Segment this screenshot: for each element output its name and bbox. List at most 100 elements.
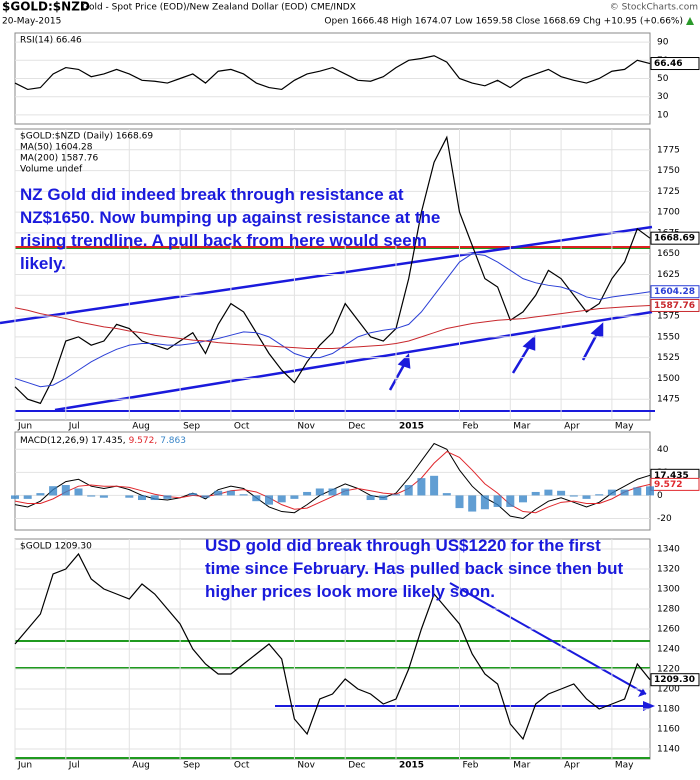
arrowhead (638, 688, 646, 697)
y-tick-label: -20 (657, 514, 672, 524)
histogram-bar (633, 487, 642, 496)
y-tick-label: 1180 (657, 705, 680, 715)
x-tick-label: Sep (183, 761, 200, 771)
y-tick-label: 40 (657, 445, 669, 455)
histogram-bar (341, 488, 350, 496)
histogram-bar (226, 490, 235, 496)
y-tick-label: 1550 (657, 332, 680, 342)
y-tick-label: 1700 (657, 208, 680, 218)
histogram-bar (480, 495, 489, 510)
y-tick-label: 1625 (657, 270, 680, 280)
histogram-bar (138, 495, 146, 501)
x-tick-label: 2015 (399, 761, 424, 771)
up-arrow (686, 17, 694, 25)
x-tick-label: Dec (348, 761, 365, 771)
histogram-bar (646, 486, 654, 496)
y-tick-label: 1280 (657, 605, 680, 615)
legend: MACD(12,26,9) 17.435, 9.572, 7.863 (20, 436, 186, 446)
y-tick-label: 1160 (657, 725, 680, 735)
y-tick-label: 1340 (657, 545, 680, 555)
value-tag-box (650, 285, 700, 299)
histogram-bar (379, 495, 388, 501)
series-line (14, 304, 651, 349)
series-line (14, 253, 651, 388)
y-tick-label: 1240 (657, 645, 680, 655)
y-tick-label: 1260 (657, 625, 680, 635)
histogram-bar (265, 495, 273, 505)
x-tick-label: Apr (564, 422, 580, 432)
histogram-bar (290, 495, 299, 499)
histogram-bar (87, 495, 96, 497)
x-tick-label: Feb (463, 422, 479, 432)
legend-entry: MACD(12,26,9) 17.435, (20, 436, 126, 446)
histogram-bar (417, 478, 426, 496)
histogram-bar (163, 495, 172, 499)
quote: Open 1666.48 High 1674.07 Low 1659.58 Cl… (324, 17, 683, 27)
series-line (14, 451, 651, 514)
x-tick-label: 2015 (399, 422, 424, 432)
series-line (14, 55, 651, 91)
histogram-bar (99, 495, 108, 498)
legend-entry: 9.572, (129, 436, 158, 446)
histogram-bar (404, 485, 413, 496)
x-tick-label: Aug (132, 761, 150, 771)
value-tag: 1587.76 (654, 301, 695, 311)
histogram-bar (11, 495, 19, 499)
histogram-bar (49, 486, 58, 496)
histogram-bar (125, 495, 134, 498)
y-tick-label: 1320 (657, 565, 680, 575)
y-tick-label: 1200 (657, 685, 680, 695)
y-tick-label: 1725 (657, 187, 680, 197)
y-tick-label: 1775 (657, 145, 680, 155)
symbol: $GOLD:$NZD (2, 0, 90, 14)
histogram-bar (23, 495, 32, 499)
y-tick-label: 1475 (657, 395, 680, 405)
histogram-bar (214, 490, 223, 496)
series-line (14, 135, 651, 405)
down-trendline (449, 582, 647, 695)
histogram-bar (392, 494, 400, 496)
histogram-bar (531, 491, 540, 496)
x-tick-label: Aug (132, 422, 150, 432)
value-tag-box (650, 477, 700, 491)
legend-entry: $GOLD 1209.30 (20, 542, 92, 552)
histogram-bar (493, 495, 502, 507)
y-tick-label: 1140 (657, 745, 680, 755)
legend-entry: 7.863 (160, 436, 186, 446)
x-tick-label: Nov (297, 422, 315, 432)
brand: © StockCharts.com (610, 3, 698, 13)
date: 20-May-2015 (2, 17, 61, 27)
x-tick-label: Apr (564, 761, 580, 771)
x-tick-label: Oct (234, 422, 250, 432)
price-annotation: NZ Gold did indeed break through resista… (20, 185, 441, 273)
y-tick-label: 50 (657, 74, 669, 84)
histogram-bar (544, 489, 553, 496)
y-tick-label: 1220 (657, 665, 680, 675)
y-tick-label: 1500 (657, 374, 680, 384)
series-line (14, 552, 651, 741)
lower-trendline (54, 310, 653, 412)
histogram-bar (188, 493, 197, 496)
y-tick-label: 1300 (657, 585, 680, 595)
x-tick-label: Feb (463, 761, 479, 771)
histogram-bar (61, 485, 70, 496)
histogram-bar (150, 495, 159, 501)
histogram-bar (468, 495, 477, 512)
x-tick-label: Sep (183, 422, 200, 432)
histogram-bar (557, 490, 566, 496)
y-tick-label: 1575 (657, 312, 680, 322)
histogram-bar (366, 495, 375, 501)
y-tick-label: 1750 (657, 166, 680, 176)
histogram-bar (303, 491, 312, 496)
value-tag-box (650, 673, 700, 687)
value-tag: 9.572 (654, 480, 682, 490)
histogram-bar (36, 493, 45, 496)
series-line (14, 442, 651, 520)
x-tick-label: May (615, 761, 634, 771)
legend-entry: $GOLD:$NZD (Daily) 1668.69 (20, 132, 153, 142)
y-tick-label: 30 (657, 92, 669, 102)
x-tick-label: Mar (513, 422, 530, 432)
histogram-bar (506, 495, 515, 507)
histogram-bar (595, 494, 604, 496)
